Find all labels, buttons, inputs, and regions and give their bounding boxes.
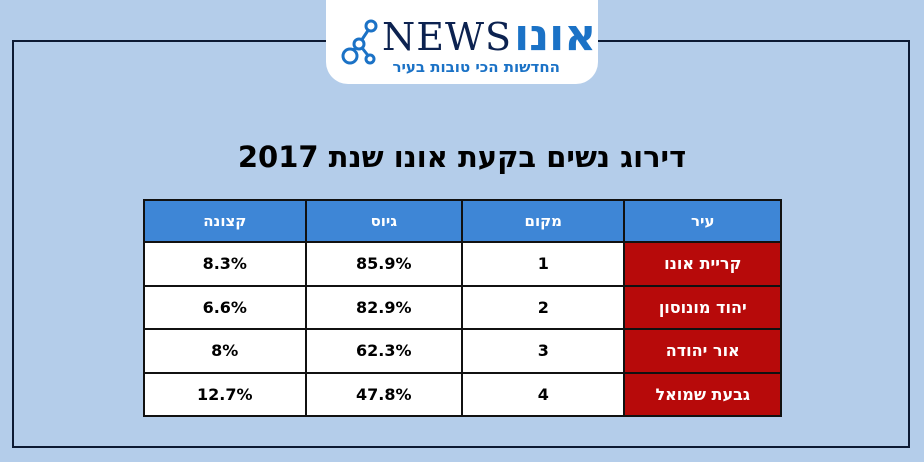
officers-cell: 6.6%	[143, 284, 307, 330]
table-row: יהוד מונוסון 2 82.9% 6.6%	[143, 284, 782, 330]
recruitment-cell: 82.9%	[304, 284, 464, 330]
header-city: עיר	[623, 199, 782, 243]
table-header-row: עיר מקום גיוס קצונה	[143, 199, 782, 243]
header-recruitment: גיוס	[304, 199, 464, 243]
city-cell: אור יהודה	[623, 328, 782, 374]
city-cell: קריית אונו	[623, 241, 782, 287]
officers-cell: 8.3%	[143, 241, 307, 287]
header-officers: קצונה	[143, 199, 307, 243]
table-row: אור יהודה 3 62.3% 8%	[143, 328, 782, 374]
recruitment-cell: 85.9%	[304, 241, 464, 287]
city-cell: יהוד מונוסון	[623, 284, 782, 330]
table-row: קריית אונו 1 85.9% 8.3%	[143, 241, 782, 287]
ranking-table: עיר מקום גיוס קצונה קריית אונו 1 85.9% 8…	[143, 199, 782, 417]
officers-cell: 8%	[143, 328, 307, 374]
rank-cell: 2	[461, 284, 626, 330]
recruitment-cell: 62.3%	[304, 328, 464, 374]
logo-news-text: NEWS	[382, 15, 513, 59]
rank-cell: 4	[461, 371, 626, 417]
table-row: גבעת שמואל 4 47.8% 12.7%	[143, 371, 782, 417]
rank-cell: 3	[461, 328, 626, 374]
officers-cell: 12.7%	[143, 371, 307, 417]
city-cell: גבעת שמואל	[623, 371, 782, 417]
logo-tagline: החדשות הכי טובות בעיר	[392, 58, 560, 76]
logo-hebrew-text: אונו	[514, 10, 597, 61]
page-title: דירוג נשים בקעת אונו שנת 2017	[237, 140, 687, 174]
recruitment-cell: 47.8%	[304, 371, 464, 417]
header-rank: מקום	[461, 199, 626, 243]
logo-wordmark: NEWS אונו	[382, 10, 596, 61]
network-nodes-icon	[341, 19, 378, 65]
rank-cell: 1	[461, 241, 626, 287]
site-logo[interactable]: NEWS אונו החדשות הכי טובות בעיר	[326, 0, 598, 84]
